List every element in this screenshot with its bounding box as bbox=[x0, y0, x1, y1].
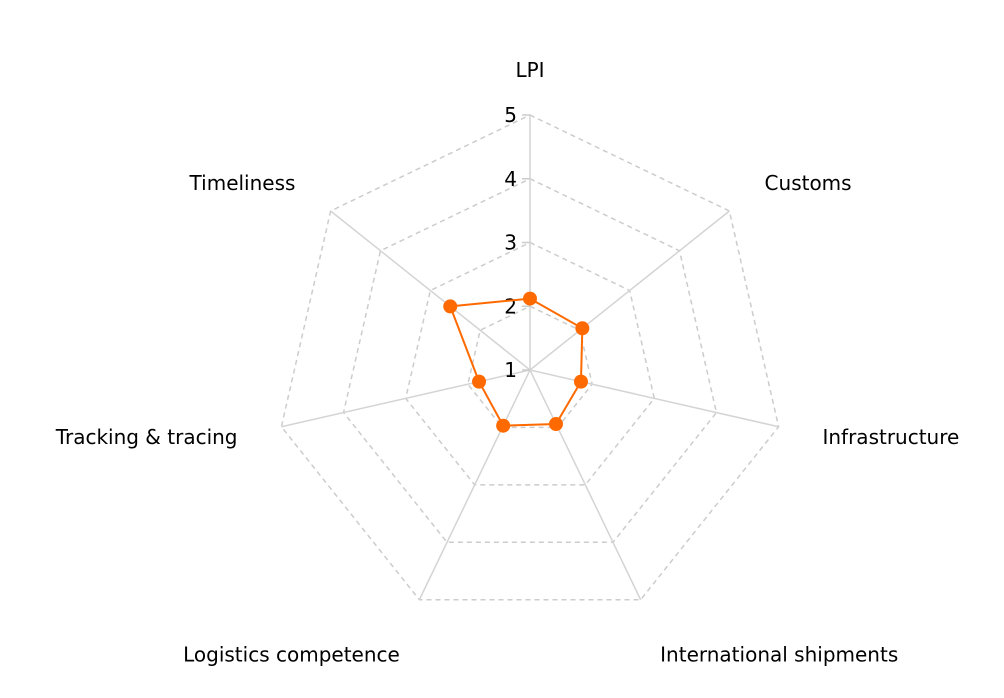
grid-ring-3 bbox=[404, 241, 656, 486]
spoke-1 bbox=[529, 210, 730, 371]
spoke-5 bbox=[281, 369, 531, 428]
tick-label-5: 5 bbox=[504, 103, 517, 127]
series-layer bbox=[443, 291, 590, 433]
tick-label-3: 3 bbox=[504, 231, 517, 255]
axis-label-international-shipments: International shipments bbox=[660, 642, 898, 666]
axis-label-lpi: LPI bbox=[515, 58, 544, 82]
grid-ring-5 bbox=[280, 114, 780, 601]
spoke-6 bbox=[330, 210, 531, 371]
data-point-customs[interactable] bbox=[575, 321, 590, 336]
axis-label-infrastructure: Infrastructure bbox=[822, 425, 959, 449]
axis-label-timeliness: Timeliness bbox=[189, 171, 296, 195]
axis-label-logistics-competence: Logistics competence bbox=[183, 642, 400, 666]
tick-label-1: 1 bbox=[504, 358, 517, 382]
spoke-3 bbox=[529, 369, 642, 601]
axis-labels: LPI Customs Infrastructure International sh… bbox=[55, 58, 960, 666]
radial-tick-labels: 1 2 3 4 5 bbox=[504, 103, 530, 382]
spoke-4 bbox=[418, 369, 531, 601]
series-line-0 bbox=[448, 297, 584, 427]
data-point-lpi[interactable] bbox=[523, 291, 537, 306]
tick-label-4: 4 bbox=[504, 167, 517, 191]
data-point-timeliness[interactable] bbox=[443, 299, 458, 314]
grid-ring-4 bbox=[342, 177, 718, 544]
axis-label-customs: Customs bbox=[765, 171, 852, 195]
data-point-logistics-competence[interactable] bbox=[496, 418, 511, 433]
data-point-tracking-tracing[interactable] bbox=[472, 374, 487, 389]
axis-label-tracking-tracing: Tracking & tracing bbox=[55, 425, 238, 449]
tick-label-2: 2 bbox=[504, 294, 517, 318]
data-point-infrastructure[interactable] bbox=[573, 374, 588, 389]
spoke-2 bbox=[529, 369, 779, 428]
data-point-international-shipments[interactable] bbox=[549, 416, 564, 431]
